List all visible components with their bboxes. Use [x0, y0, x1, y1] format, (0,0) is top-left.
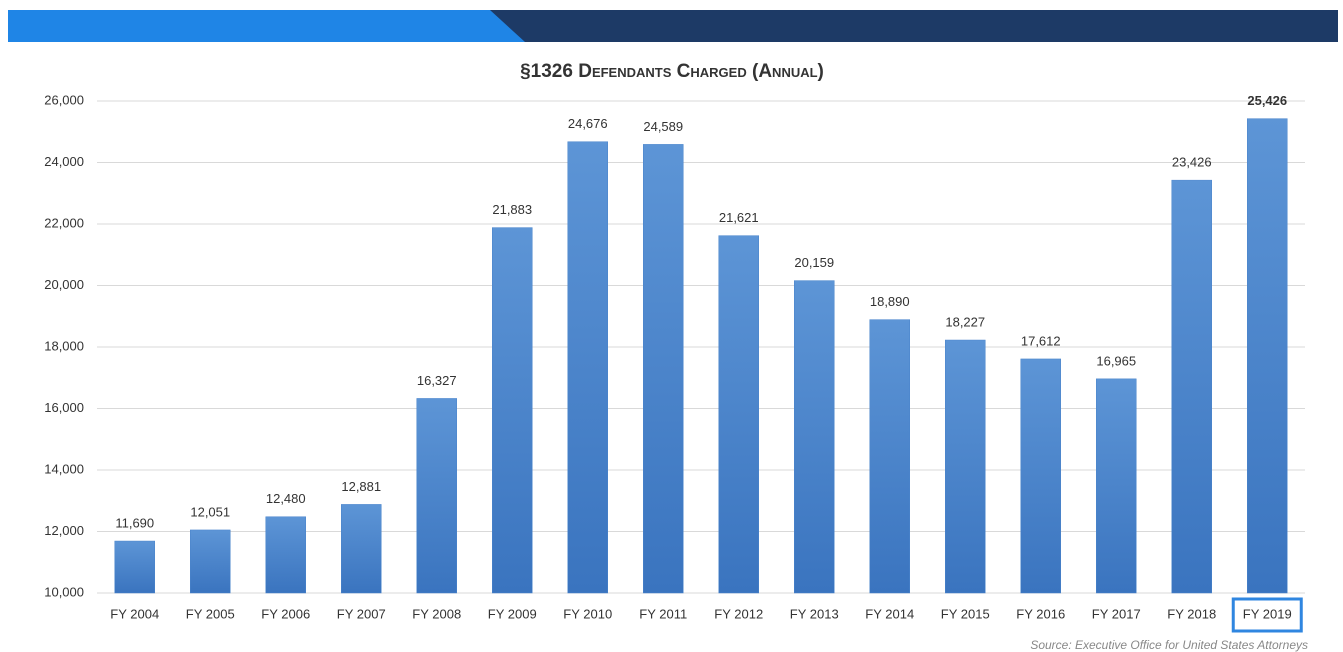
banner-light [8, 10, 525, 42]
value-label: 23,426 [1172, 155, 1212, 170]
x-tick-label: FY 2004 [110, 606, 159, 621]
bar [492, 227, 533, 594]
bar [341, 504, 382, 594]
bar [643, 144, 684, 594]
x-tick-label: FY 2014 [865, 606, 914, 621]
x-tick-label: FY 2005 [186, 606, 235, 621]
x-tick-label: FY 2013 [790, 606, 839, 621]
bar [416, 398, 457, 594]
value-label: 16,965 [1096, 353, 1136, 368]
bar [794, 280, 835, 594]
bar [265, 516, 306, 594]
y-tick-label: 14,000 [44, 461, 84, 476]
value-label: 12,480 [266, 491, 306, 506]
bar [718, 235, 759, 594]
x-tick-label: FY 2010 [563, 606, 612, 621]
y-tick-label: 20,000 [44, 277, 84, 292]
source-note: Source: Executive Office for United Stat… [1030, 638, 1308, 652]
x-tick-label: FY 2018 [1167, 606, 1216, 621]
value-label: 12,051 [190, 504, 230, 519]
x-tick-label: FY 2009 [488, 606, 537, 621]
bar [869, 319, 910, 594]
x-tick-label: FY 2017 [1092, 606, 1141, 621]
value-label: 12,881 [341, 479, 381, 494]
bar [1247, 118, 1288, 594]
y-tick-label: 16,000 [44, 400, 84, 415]
value-label: 18,890 [870, 294, 910, 309]
x-tick-label: FY 2011 [639, 606, 687, 621]
value-label: 17,612 [1021, 333, 1061, 348]
x-tick-label: FY 2019 [1243, 606, 1292, 621]
bar [1096, 378, 1137, 594]
value-label: 21,883 [492, 202, 532, 217]
value-label: 21,621 [719, 210, 759, 225]
bar [190, 529, 231, 594]
value-label: 11,690 [115, 515, 154, 530]
bar [1171, 179, 1212, 594]
y-tick-label: 18,000 [44, 338, 84, 353]
value-label: 25,426 [1247, 93, 1287, 108]
value-label: 20,159 [794, 255, 834, 270]
x-tick-label: FY 2012 [714, 606, 763, 621]
value-label: 18,227 [945, 314, 985, 329]
x-tick-label: FY 2008 [412, 606, 461, 621]
bar [567, 141, 608, 594]
bar [114, 540, 155, 594]
x-tick-label: FY 2007 [337, 606, 386, 621]
bar [1020, 358, 1061, 594]
x-tick-label: FY 2016 [1016, 606, 1065, 621]
bar [945, 339, 986, 594]
value-label: 16,327 [417, 373, 457, 388]
highlight-box [1231, 597, 1303, 633]
y-tick-label: 26,000 [44, 92, 84, 107]
y-tick-label: 10,000 [44, 584, 84, 599]
chart-title: §1326 Defendants Charged (Annual) [520, 61, 824, 82]
x-tick-label: FY 2006 [261, 606, 310, 621]
value-label: 24,676 [568, 116, 608, 131]
y-tick-label: 22,000 [44, 215, 84, 230]
x-tick-label: FY 2015 [941, 606, 990, 621]
y-tick-label: 24,000 [44, 154, 84, 169]
y-tick-label: 12,000 [44, 523, 84, 538]
value-label: 24,589 [643, 119, 683, 134]
